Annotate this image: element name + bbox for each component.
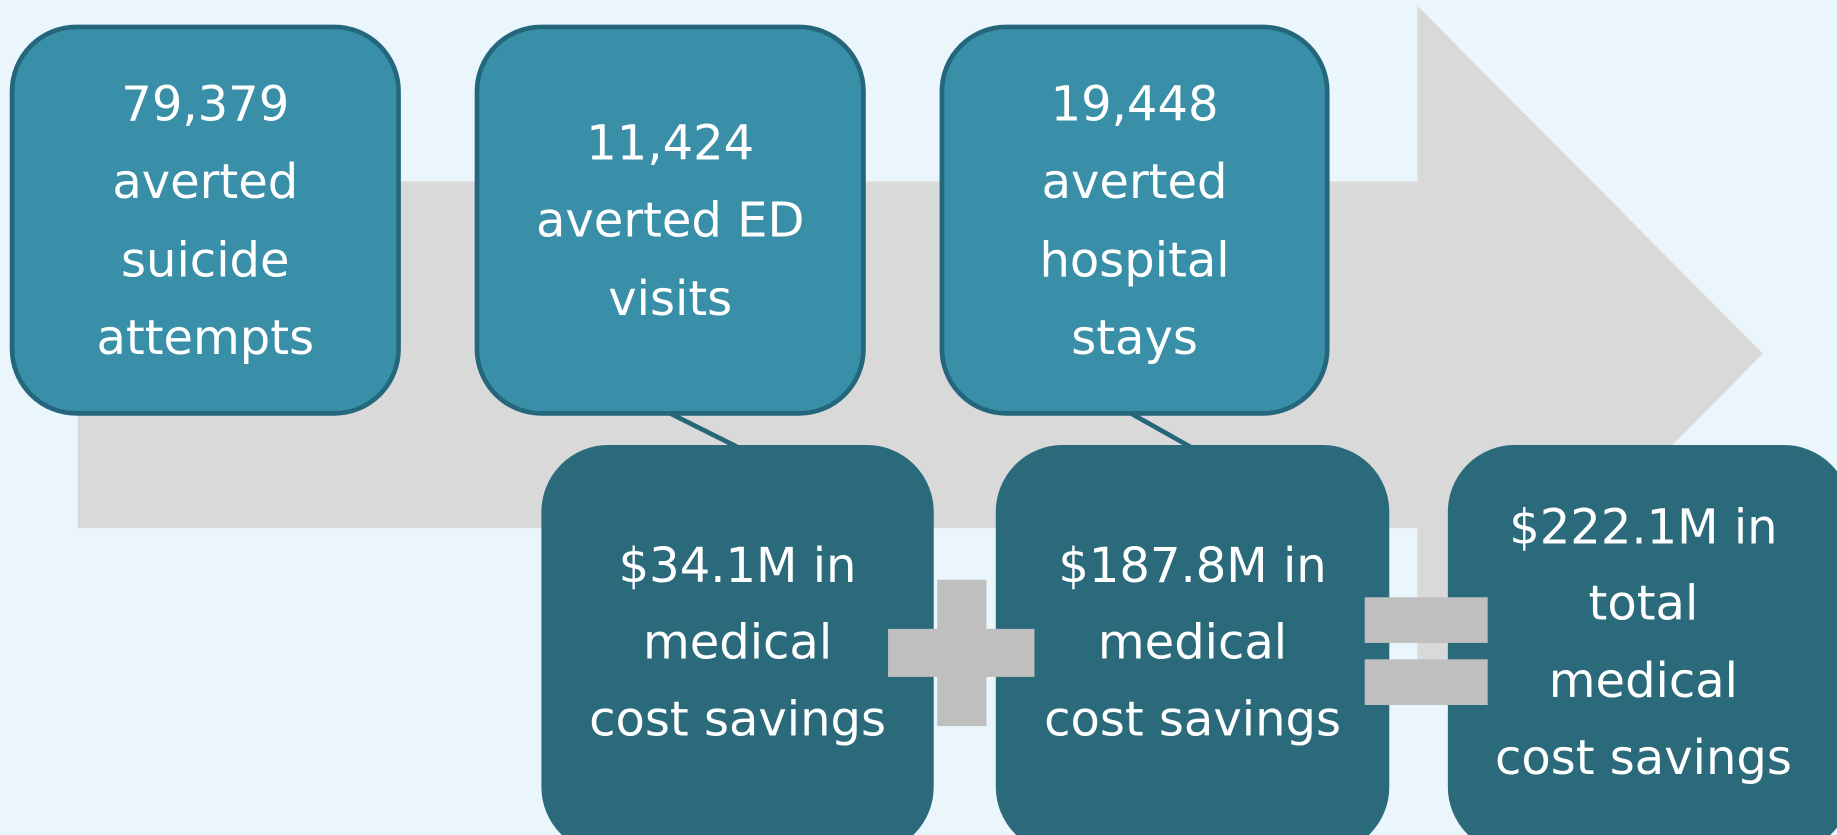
equals-bar	[1364, 597, 1488, 643]
node-label: cost savings	[1495, 730, 1792, 786]
node-label: cost savings	[1044, 692, 1341, 748]
node-label: medical	[1549, 653, 1738, 709]
node-label: $187.8M in	[1058, 538, 1326, 594]
node-label: $222.1M in	[1509, 500, 1777, 556]
node-box	[474, 24, 866, 416]
boxes	[9, 24, 1837, 835]
node-label: attempts	[96, 310, 314, 366]
node-label: visits	[608, 271, 732, 327]
equals-sign	[1364, 597, 1488, 706]
node-label: medical	[1098, 614, 1287, 670]
connector	[1123, 407, 1193, 450]
node-box	[939, 24, 1330, 416]
node-box	[9, 24, 401, 416]
node-box	[1447, 445, 1837, 835]
equals-bar	[1364, 659, 1488, 706]
plus-sign	[888, 579, 1035, 727]
node-label: stays	[1071, 310, 1198, 366]
node-label: $34.1M in	[619, 538, 857, 594]
process-arrow	[77, 5, 1763, 703]
node-label: suicide	[121, 232, 290, 288]
node-label: averted ED	[536, 193, 804, 249]
node-label: 79,379	[121, 77, 289, 133]
node-label: averted	[112, 154, 298, 210]
plus-horizontal	[888, 628, 1035, 677]
labels: 79,379 averted suicide attempts 11,424 averte…	[96, 77, 1791, 786]
node-label: medical	[643, 614, 832, 670]
node-label: 19,448	[1051, 77, 1219, 133]
node-label: hospital	[1039, 232, 1229, 288]
node-label: cost savings	[589, 692, 886, 748]
node-label: total	[1589, 576, 1699, 632]
connector	[666, 410, 740, 450]
node-label: 11,424	[586, 115, 754, 171]
node-label: averted	[1042, 154, 1228, 210]
